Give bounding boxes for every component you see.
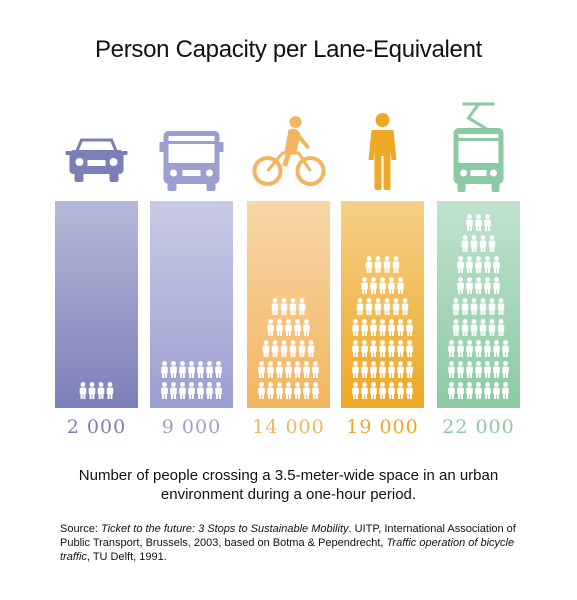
pedestrian-icon <box>368 113 397 190</box>
value-label-tram: 22 000 <box>442 416 514 438</box>
tram-icon <box>453 102 504 192</box>
source-prefix: Source: <box>60 523 101 535</box>
bar-car <box>55 201 138 408</box>
value-label-pedestrian: 19 000 <box>346 416 418 438</box>
bicycle-icon <box>252 116 326 186</box>
person-stack-car <box>79 382 114 399</box>
person-stack-tram <box>448 214 509 399</box>
source-note: Source: Ticket to the future: 3 Stops to… <box>60 522 530 564</box>
caption: Number of people crossing a 3.5-meter-wi… <box>78 467 499 503</box>
person-stack-bicycle <box>258 298 319 399</box>
source-suffix: , TU Delft, 1991. <box>86 551 167 563</box>
source-title2: Traffic operation of bicycle traffic <box>60 537 515 563</box>
value-label-car: 2 000 <box>67 416 126 438</box>
person-stack-pedestrian <box>352 256 413 399</box>
chart-title: Person Capacity per Lane-Equivalent <box>94 36 483 63</box>
capacity-chart: 2 000 9 000 14 000 19 000 22 000 <box>55 102 520 438</box>
car-icon <box>65 138 128 182</box>
value-label-bicycle: 14 000 <box>252 416 324 438</box>
bus-icon <box>159 131 224 191</box>
source-middle: . UITP, International Association of Pub… <box>60 523 516 549</box>
person-stack-bus <box>161 361 222 399</box>
value-label-bus: 9 000 <box>162 416 221 438</box>
source-title: Ticket to the future: 3 Stops to Sustain… <box>100 523 349 535</box>
